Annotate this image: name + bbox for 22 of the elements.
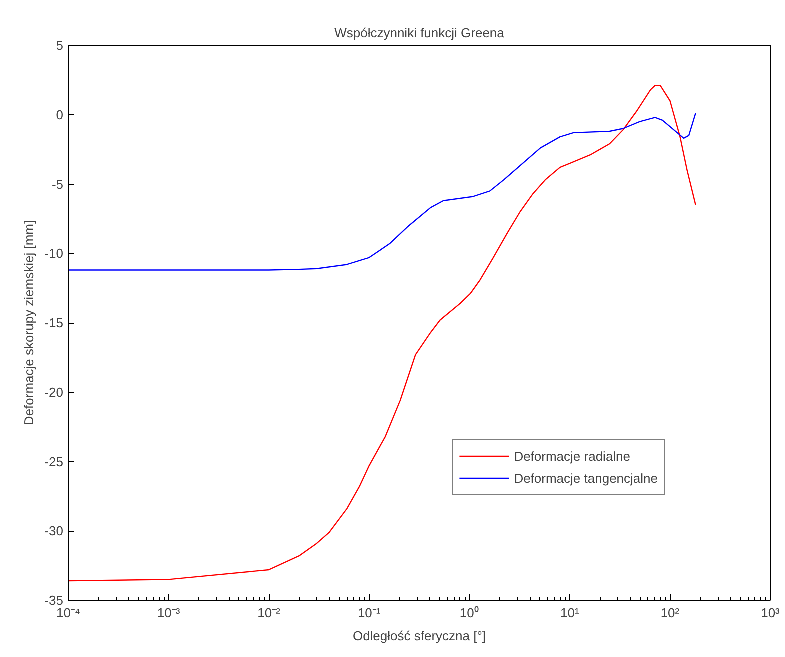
x-tick-label: 10¹ xyxy=(560,606,580,620)
x-axis-title: Odległość sferyczna [°] xyxy=(352,628,486,644)
y-tick-label: -15 xyxy=(44,316,64,330)
x-tick-label: 10⁻⁴ xyxy=(56,606,81,620)
y-tick-label: -20 xyxy=(44,384,64,400)
legend-label: Deformacje radialne xyxy=(514,448,631,464)
y-tick-label: -25 xyxy=(44,454,64,470)
x-tick-label: 10² xyxy=(660,606,680,620)
y-tick-label: -35 xyxy=(44,593,64,608)
y-tick-label: -30 xyxy=(44,524,64,539)
legend-label: Deformacje tangencjalne xyxy=(514,470,658,486)
y-tick-label: 0 xyxy=(56,107,64,122)
x-tick-label: 10³ xyxy=(761,606,781,620)
x-tick-label: 10⁻² xyxy=(258,606,282,620)
x-tick-label: 10⁻³ xyxy=(157,606,181,620)
y-axis-title: Deformacje skorupy ziemskiej [mm] xyxy=(22,220,37,426)
chart-title: Współczynniki funkcji Greena xyxy=(334,26,506,40)
x-tick-label: 10⁰ xyxy=(460,606,480,620)
y-tick-label: -5 xyxy=(52,176,64,192)
y-tick-label: 5 xyxy=(56,38,64,53)
x-tick-label: 10⁻¹ xyxy=(358,606,382,620)
y-tick-label: -10 xyxy=(44,246,64,262)
